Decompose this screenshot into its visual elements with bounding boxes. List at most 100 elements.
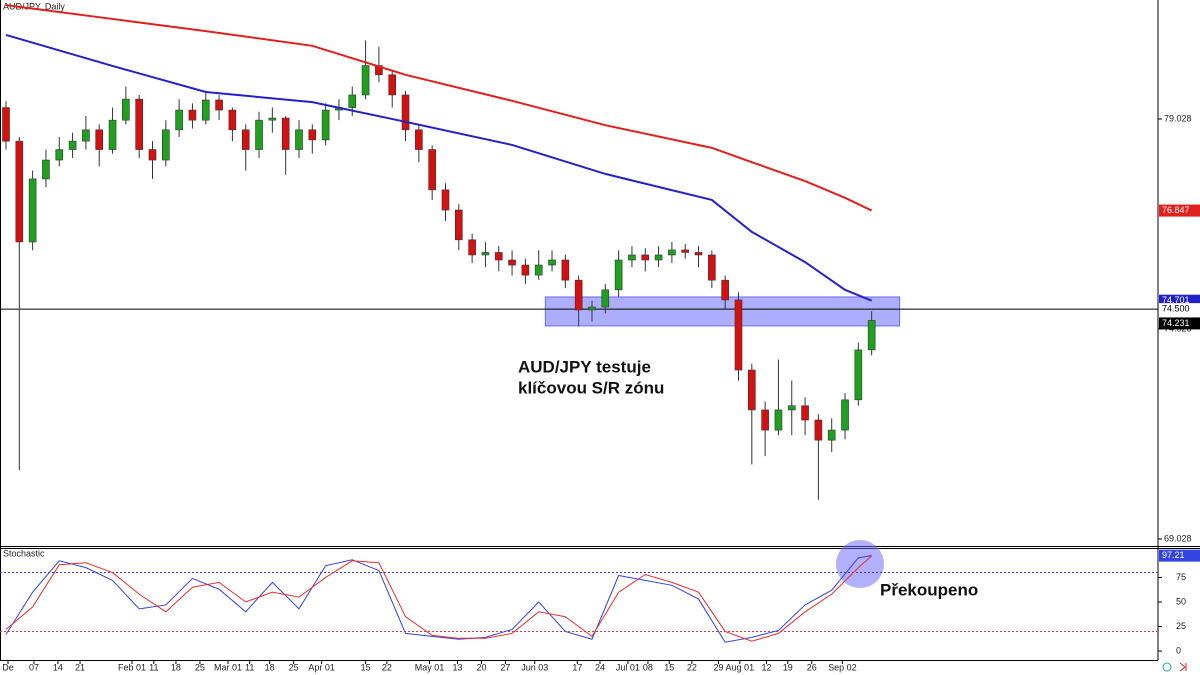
annotation: Překoupeno	[880, 580, 978, 599]
candle-body	[494, 252, 503, 261]
sr-zone	[544, 296, 901, 327]
moving-average	[5, 4, 873, 212]
candle-body	[348, 94, 357, 108]
candle-body	[228, 109, 237, 131]
candle-body	[162, 129, 170, 161]
x-tick-label: De	[2, 662, 14, 672]
candle-body	[601, 289, 610, 308]
candle-body	[255, 119, 263, 150]
candle-body	[321, 109, 330, 141]
x-tick-label: Apr 01	[308, 662, 335, 672]
candle-body	[734, 299, 743, 371]
candle-body	[694, 252, 703, 256]
x-tick-label: 22	[687, 662, 697, 672]
candle-body	[801, 405, 809, 421]
x-tick-label: 11	[245, 662, 254, 672]
x-tick-label: Sep 02	[828, 662, 857, 672]
candle-body	[787, 405, 796, 411]
annotation: klíčovou S/R zónu	[518, 378, 664, 397]
x-tick-label: 25	[289, 662, 299, 672]
candle-body	[441, 189, 450, 211]
candle-body	[122, 98, 130, 121]
candle-body	[508, 259, 516, 266]
candle-body	[561, 259, 570, 281]
y-tick-label: 50	[1176, 596, 1186, 606]
candle-body	[814, 419, 823, 441]
price-marker-bg	[1159, 549, 1200, 562]
x-tick-label: 07	[29, 662, 39, 672]
x-tick-label: 13	[452, 662, 462, 672]
x-tick-label: 11	[149, 662, 158, 672]
price-marker: 74.500	[1162, 304, 1190, 314]
x-tick-label: 25	[195, 662, 205, 672]
price-marker: 74.231	[1162, 318, 1190, 328]
candle-body	[668, 249, 676, 256]
candle-body	[28, 178, 37, 243]
candle-body	[841, 399, 849, 431]
candle-body	[641, 254, 650, 261]
candle-body	[135, 98, 143, 150]
x-tick-label: Jun 03	[521, 662, 548, 672]
x-tick-label: 19	[783, 662, 793, 672]
x-tick-label: Mar 01	[214, 662, 242, 672]
candle-body	[281, 117, 290, 150]
candle-body	[654, 254, 663, 261]
candle-body	[614, 259, 623, 291]
x-tick-label: Feb 01	[118, 662, 146, 672]
price-marker-bg	[1159, 303, 1200, 316]
candle-body	[108, 119, 117, 150]
x-tick-label: 08	[643, 662, 653, 672]
y-tick-label: 25	[1176, 621, 1186, 631]
x-tick-label: 20	[476, 662, 486, 672]
candle-body	[55, 149, 64, 161]
candle-body	[681, 249, 690, 253]
x-tick-label: 18	[171, 662, 181, 672]
candle-body	[455, 209, 463, 241]
x-tick-label: 27	[500, 662, 510, 672]
candle-body	[241, 129, 250, 150]
candle-body	[854, 349, 863, 401]
x-tick-label: 15	[361, 662, 371, 672]
candle-body	[148, 149, 157, 161]
x-tick-label: 17	[572, 662, 582, 672]
indicator-title: Stochastic	[3, 548, 45, 558]
x-tick-label: 29	[713, 662, 723, 672]
x-tick-label: May 01	[415, 662, 445, 672]
x-tick-label: 12	[761, 662, 771, 672]
price-marker: 76.847	[1162, 205, 1190, 215]
candle-body	[295, 129, 303, 150]
candle-body	[175, 109, 183, 131]
candle-body	[574, 279, 583, 311]
y-tick-label: 75	[1176, 572, 1186, 582]
candle-body	[468, 239, 476, 256]
candle-body	[521, 264, 530, 276]
candle-body	[761, 409, 769, 431]
x-tick-label: 14	[53, 662, 63, 672]
candle-body	[215, 99, 223, 111]
candle-body	[68, 140, 77, 150]
x-tick-label: 26	[807, 662, 817, 672]
corner-icons	[1162, 662, 1187, 672]
x-tick-label: Aug 01	[726, 662, 755, 672]
stochastic-line	[5, 555, 872, 642]
candle-body	[415, 129, 423, 150]
x-tick-label: 15	[664, 662, 674, 672]
price-marker: 97.21	[1162, 550, 1185, 560]
candle-body	[95, 129, 104, 150]
candle-body	[534, 264, 543, 276]
price-marker-bg	[1159, 204, 1200, 217]
candle-body	[548, 259, 556, 266]
x-tick-label: 22	[382, 662, 392, 672]
chart-title: AUD/JPY, Daily	[3, 1, 65, 11]
x-tick-label: 21	[75, 662, 85, 672]
icon	[1179, 662, 1187, 672]
candle-body	[721, 279, 729, 301]
candle-body	[2, 107, 10, 142]
candle-body	[188, 109, 197, 121]
overbought-highlight	[836, 540, 884, 588]
candle-body	[827, 429, 836, 441]
candle-body	[401, 94, 410, 131]
candle-body	[268, 117, 277, 121]
